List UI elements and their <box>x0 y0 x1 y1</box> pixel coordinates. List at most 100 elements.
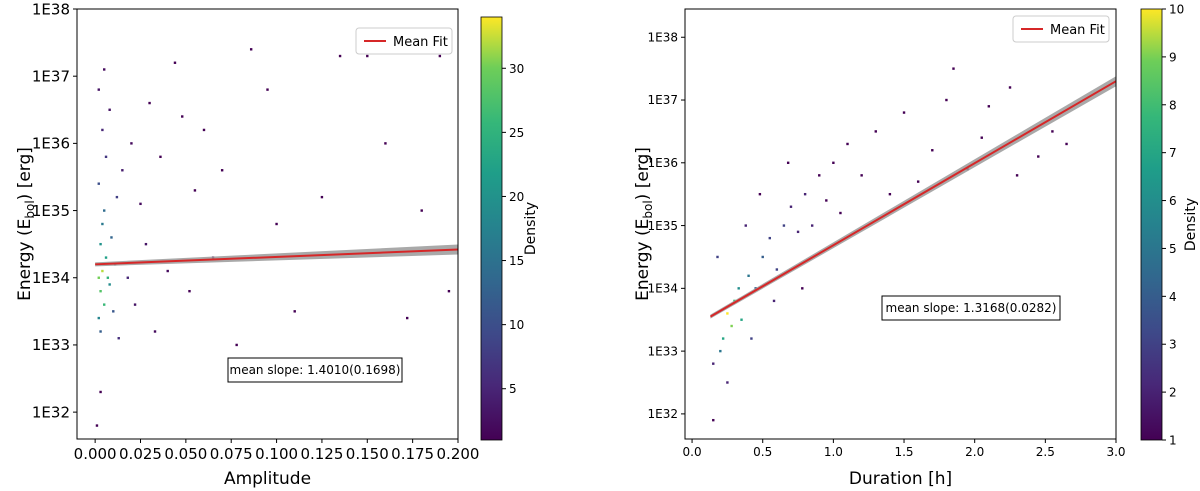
data-point <box>447 289 451 293</box>
data-point <box>945 98 948 102</box>
y-tick-label: 1E33 <box>648 344 679 358</box>
data-point <box>153 330 157 333</box>
x-tick-label: 0.000 <box>74 445 117 463</box>
data-point <box>786 161 790 164</box>
data-point <box>384 142 387 145</box>
y-axis-label-subscript: bol <box>641 200 655 218</box>
data-point <box>99 242 102 246</box>
data-point <box>108 283 111 286</box>
data-point <box>320 195 324 199</box>
data-point <box>846 142 849 146</box>
x-axis-label: Amplitude <box>224 469 311 489</box>
y-tick-label: 1E36 <box>648 156 679 170</box>
data-point <box>159 155 162 159</box>
data-point <box>1008 86 1012 89</box>
data-point <box>97 276 100 279</box>
chart-right: 0.0 0.5 1.0 1.5 2.0 2.5 3.0 1E32 1E33 1E34 1E35 1E3… <box>633 3 1199 490</box>
y-axis-label: Energy (Ebol) [erg] <box>633 147 655 301</box>
data-point <box>103 303 106 306</box>
data-point <box>193 189 197 192</box>
colorbar-tick-label: 3 <box>1169 338 1177 352</box>
data-point <box>730 324 733 328</box>
data-point <box>235 343 238 347</box>
colorbar-tick-label: 2 <box>1169 386 1177 400</box>
data-point <box>293 310 296 313</box>
data-point <box>712 362 715 365</box>
y-tick-label: 1E36 <box>32 135 70 153</box>
legend-box <box>1012 15 1110 43</box>
data-point <box>888 192 892 196</box>
data-point <box>110 236 113 239</box>
data-point <box>266 88 269 91</box>
data-point <box>931 149 934 152</box>
data-point <box>719 349 722 353</box>
data-point <box>987 105 991 108</box>
y-axis-label-tail: ) [erg] <box>633 147 653 200</box>
data-point <box>803 192 807 196</box>
colorbar-tick-label: 7 <box>1169 146 1177 160</box>
colorbar-tick-label: 25 <box>509 126 524 140</box>
y-tick-label: 1E37 <box>648 93 679 107</box>
data-point <box>818 174 821 177</box>
data-point <box>366 54 369 58</box>
data-point <box>97 88 100 91</box>
y-axis-label-subscript: bol <box>23 200 37 218</box>
data-point <box>726 312 729 315</box>
data-point <box>789 205 793 208</box>
y-tick-label: 1E32 <box>32 403 70 421</box>
data-point <box>115 195 119 199</box>
fit-line <box>709 80 1117 318</box>
plot-frame <box>76 8 459 440</box>
data-point <box>338 54 342 58</box>
data-point <box>832 161 835 164</box>
data-point <box>173 61 177 64</box>
y-tick-label: 1E38 <box>32 0 70 18</box>
data-point <box>220 169 224 172</box>
colorbar-tick-label: 8 <box>1169 98 1177 112</box>
y-axis-label: Energy (Ebol) [erg] <box>15 147 37 301</box>
data-point <box>133 303 137 306</box>
data-point <box>249 48 253 51</box>
y-tick-label: 1E34 <box>32 269 70 287</box>
y-tick-label: 1E38 <box>648 30 679 44</box>
data-point <box>839 211 842 215</box>
data-point <box>101 128 104 132</box>
data-point <box>952 67 955 70</box>
x-tick-label: 0.0 <box>683 445 702 459</box>
legend-box <box>355 27 453 55</box>
data-point <box>726 381 729 384</box>
y-axis-label-tail: ) [erg] <box>15 147 35 200</box>
data-point <box>188 289 191 293</box>
data-point <box>740 318 743 321</box>
data-point <box>860 174 863 177</box>
data-point <box>97 316 100 320</box>
data-point <box>104 256 108 259</box>
data-point <box>101 222 104 226</box>
data-point <box>737 287 740 290</box>
data-point <box>747 274 750 277</box>
colorbar-label: Density <box>523 202 539 255</box>
fit-line <box>95 248 459 266</box>
colorbar-tick-label: 20 <box>509 190 524 204</box>
x-axis-label: Duration [h] <box>849 469 952 489</box>
data-point <box>712 418 715 422</box>
slope-annotation: mean slope: 1.4010(0.1698) <box>230 363 401 377</box>
data-point <box>104 155 108 159</box>
data-point <box>130 142 133 145</box>
data-point <box>117 337 120 340</box>
data-point <box>744 224 747 227</box>
data-point <box>126 276 129 279</box>
data-point <box>103 209 106 212</box>
data-point <box>796 230 800 234</box>
x-tick-label: 0.050 <box>164 445 207 463</box>
data-point <box>721 337 725 340</box>
data-point <box>97 182 100 185</box>
x-tick-label: 1.5 <box>894 445 913 459</box>
data-point <box>801 287 804 290</box>
x-tick-label: 0.5 <box>753 445 772 459</box>
y-axis-label-main: Energy (E <box>15 219 35 301</box>
data-point <box>916 180 920 183</box>
colorbar-tick-label: 5 <box>509 382 517 396</box>
chart-left: 0.000 0.025 0.050 0.075 0.100 0.125 0.150 0.175… <box>15 0 539 489</box>
data-point <box>1051 130 1054 133</box>
